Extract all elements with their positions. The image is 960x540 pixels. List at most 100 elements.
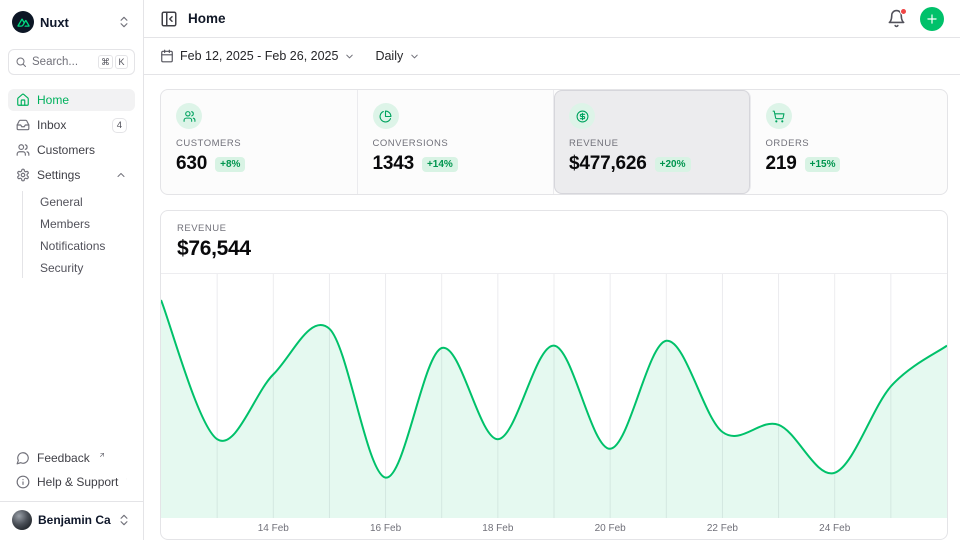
stat-value: 1343 xyxy=(373,153,414,175)
period-label: Daily xyxy=(375,49,403,63)
nuxt-logo-icon xyxy=(12,11,34,33)
x-axis-tick-label: 20 Feb xyxy=(595,523,626,534)
search-icon xyxy=(15,56,27,68)
main-area: Home Feb 12, 2025 - Feb 26, 2025 Daily xyxy=(144,0,960,540)
stat-value-row: 219 +15% xyxy=(766,153,933,175)
sidebar-item-members[interactable]: Members xyxy=(36,213,135,234)
chart-header: REVENUE $76,544 xyxy=(161,211,947,274)
users-icon xyxy=(16,143,30,157)
chart-label: REVENUE xyxy=(177,223,931,234)
sidebar-item-notifications[interactable]: Notifications xyxy=(36,235,135,256)
search-placeholder: Search... xyxy=(32,56,93,68)
sidebar-subitem-label: Members xyxy=(40,217,90,231)
sidebar-item-settings[interactable]: Settings xyxy=(8,164,135,186)
stat-value: 630 xyxy=(176,153,207,175)
stat-delta-badge: +15% xyxy=(805,157,841,172)
team-name: Nuxt xyxy=(40,15,111,30)
date-range-label: Feb 12, 2025 - Feb 26, 2025 xyxy=(180,49,338,63)
inbox-icon xyxy=(16,118,30,132)
revenue-chart-card: REVENUE $76,544 14 Feb 16 Feb 18 Feb 20 Feb… xyxy=(160,210,948,540)
stat-card-revenue[interactable]: REVENUE $477,626 +20% xyxy=(554,90,751,194)
x-axis-tick-label: 14 Feb xyxy=(258,523,289,534)
stat-label: ORDERS xyxy=(766,138,933,149)
pie-chart-icon xyxy=(373,103,399,129)
period-select[interactable]: Daily xyxy=(375,49,420,63)
chevron-up-down-icon xyxy=(117,15,131,29)
settings-gear-icon xyxy=(16,168,30,182)
x-axis-tick-label: 16 Feb xyxy=(370,523,401,534)
sidebar-footer-links: Feedback Help & Support xyxy=(8,447,135,493)
x-axis-tick-label: 18 Feb xyxy=(482,523,513,534)
sidebar-item-help-support[interactable]: Help & Support xyxy=(8,471,135,493)
stat-label: CONVERSIONS xyxy=(373,138,539,149)
bell-icon xyxy=(887,9,906,28)
panel-left-close-icon xyxy=(160,10,178,28)
chart-value: $76,544 xyxy=(177,237,931,261)
chevron-up-icon xyxy=(115,169,127,181)
cart-icon xyxy=(766,103,792,129)
info-circle-icon xyxy=(16,475,30,489)
sidebar-item-label: Home xyxy=(37,93,69,107)
stat-card-conversions[interactable]: CONVERSIONS 1343 +14% xyxy=(358,90,555,194)
sidebar-item-inbox[interactable]: Inbox4 xyxy=(8,114,135,136)
search-shortcut: ⌘ K xyxy=(98,55,128,69)
stat-value-row: 630 +8% xyxy=(176,153,342,175)
stat-label: CUSTOMERS xyxy=(176,138,342,149)
stat-delta-badge: +8% xyxy=(215,157,245,172)
chart-canvas xyxy=(161,274,947,518)
app-root: Nuxt Search... ⌘ K Home Inbox4 Customers Se… xyxy=(0,0,960,540)
top-header: Home xyxy=(144,0,960,38)
stats-row: CUSTOMERS 630 +8% CONVERSIONS 1343 +14% REVENU… xyxy=(160,89,948,195)
stat-delta-badge: +14% xyxy=(422,157,458,172)
collapse-sidebar-button[interactable] xyxy=(160,10,178,28)
sidebar-nav: Home Inbox4 Customers Settings General Member… xyxy=(8,89,135,279)
sidebar-subitem-label: General xyxy=(40,195,83,209)
sidebar-subitem-label: Security xyxy=(40,261,83,275)
user-name: Benjamin Canac xyxy=(38,513,111,527)
sidebar-item-customers[interactable]: Customers xyxy=(8,139,135,161)
stat-card-customers[interactable]: CUSTOMERS 630 +8% xyxy=(161,90,358,194)
filters-toolbar: Feb 12, 2025 - Feb 26, 2025 Daily xyxy=(144,38,960,75)
notifications-button[interactable] xyxy=(887,9,906,28)
revenue-area-chart[interactable] xyxy=(161,274,947,518)
search-input[interactable]: Search... ⌘ K xyxy=(8,49,135,75)
content: CUSTOMERS 630 +8% CONVERSIONS 1343 +14% REVENU… xyxy=(144,75,960,540)
team-switcher[interactable]: Nuxt xyxy=(8,8,135,36)
chat-bubble-icon xyxy=(16,451,30,465)
sidebar-item-security[interactable]: Security xyxy=(36,257,135,278)
sidebar-item-label: Customers xyxy=(37,143,95,157)
arrow-up-right-icon xyxy=(98,451,106,459)
plus-icon xyxy=(925,12,939,26)
sidebar-item-label: Help & Support xyxy=(37,475,118,489)
x-axis-tick-label: 22 Feb xyxy=(707,523,738,534)
x-axis-labels: 14 Feb 16 Feb 18 Feb 20 Feb 22 Feb 24 Feb xyxy=(161,518,947,539)
sidebar-subnav: General Members Notifications Security xyxy=(22,191,135,278)
sidebar-item-home[interactable]: Home xyxy=(8,89,135,111)
stat-card-orders[interactable]: ORDERS 219 +15% xyxy=(751,90,948,194)
sidebar-subitem-label: Notifications xyxy=(40,239,105,253)
sidebar-item-label: Feedback xyxy=(37,451,90,465)
inbox-count-badge: 4 xyxy=(112,118,127,133)
user-menu[interactable]: Benjamin Canac xyxy=(8,502,135,532)
sidebar-item-general[interactable]: General xyxy=(36,191,135,212)
stat-delta-badge: +20% xyxy=(655,157,691,172)
chevron-up-down-icon xyxy=(117,513,131,527)
stat-value-row: $477,626 +20% xyxy=(569,153,735,175)
stat-value: $477,626 xyxy=(569,153,647,175)
kbd-k: K xyxy=(115,55,128,69)
x-axis-tick-label: 24 Feb xyxy=(819,523,850,534)
stat-value: 219 xyxy=(766,153,797,175)
page-title: Home xyxy=(188,11,226,26)
kbd-cmd: ⌘ xyxy=(98,55,113,69)
sidebar-spacer xyxy=(8,279,135,447)
sidebar-item-feedback[interactable]: Feedback xyxy=(8,447,135,469)
sidebar-item-label: Settings xyxy=(37,168,80,182)
users-icon xyxy=(176,103,202,129)
stat-label: REVENUE xyxy=(569,138,735,149)
add-button[interactable] xyxy=(920,7,944,31)
chevron-down-icon xyxy=(409,51,420,62)
stat-value-row: 1343 +14% xyxy=(373,153,539,175)
dollar-circle-icon xyxy=(569,103,595,129)
date-range-picker[interactable]: Feb 12, 2025 - Feb 26, 2025 xyxy=(160,49,355,63)
user-avatar xyxy=(12,510,32,530)
